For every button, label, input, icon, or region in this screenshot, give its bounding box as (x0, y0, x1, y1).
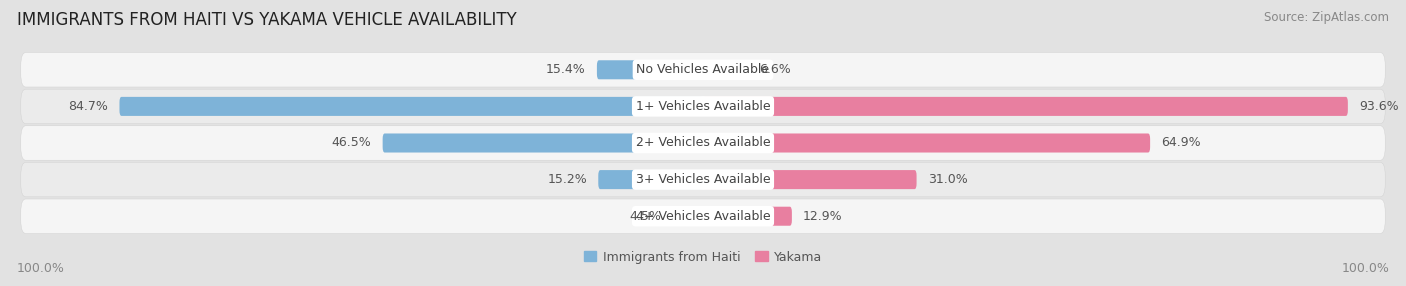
FancyBboxPatch shape (21, 89, 1385, 124)
FancyBboxPatch shape (382, 134, 703, 152)
Text: 3+ Vehicles Available: 3+ Vehicles Available (636, 173, 770, 186)
Text: 64.9%: 64.9% (1161, 136, 1201, 150)
FancyBboxPatch shape (21, 53, 1385, 87)
FancyBboxPatch shape (21, 199, 1385, 233)
Text: Source: ZipAtlas.com: Source: ZipAtlas.com (1264, 11, 1389, 24)
FancyBboxPatch shape (21, 126, 1385, 160)
Text: 15.2%: 15.2% (547, 173, 588, 186)
FancyBboxPatch shape (703, 97, 1348, 116)
FancyBboxPatch shape (120, 97, 703, 116)
FancyBboxPatch shape (598, 60, 703, 79)
FancyBboxPatch shape (21, 162, 1385, 197)
Text: IMMIGRANTS FROM HAITI VS YAKAMA VEHICLE AVAILABILITY: IMMIGRANTS FROM HAITI VS YAKAMA VEHICLE … (17, 11, 516, 29)
Text: 93.6%: 93.6% (1358, 100, 1399, 113)
Text: 12.9%: 12.9% (803, 210, 842, 223)
FancyBboxPatch shape (703, 207, 792, 226)
Text: No Vehicles Available: No Vehicles Available (637, 63, 769, 76)
FancyBboxPatch shape (703, 60, 748, 79)
FancyBboxPatch shape (599, 170, 703, 189)
Text: 4.5%: 4.5% (628, 210, 661, 223)
Text: 4+ Vehicles Available: 4+ Vehicles Available (636, 210, 770, 223)
Text: 84.7%: 84.7% (69, 100, 108, 113)
Legend: Immigrants from Haiti, Yakama: Immigrants from Haiti, Yakama (579, 246, 827, 269)
Text: 6.6%: 6.6% (759, 63, 792, 76)
Text: 31.0%: 31.0% (928, 173, 967, 186)
Text: 46.5%: 46.5% (332, 136, 371, 150)
Text: 100.0%: 100.0% (1341, 262, 1389, 275)
Text: 15.4%: 15.4% (546, 63, 586, 76)
Text: 2+ Vehicles Available: 2+ Vehicles Available (636, 136, 770, 150)
FancyBboxPatch shape (703, 170, 917, 189)
Text: 1+ Vehicles Available: 1+ Vehicles Available (636, 100, 770, 113)
FancyBboxPatch shape (703, 134, 1150, 152)
FancyBboxPatch shape (672, 207, 703, 226)
Text: 100.0%: 100.0% (17, 262, 65, 275)
